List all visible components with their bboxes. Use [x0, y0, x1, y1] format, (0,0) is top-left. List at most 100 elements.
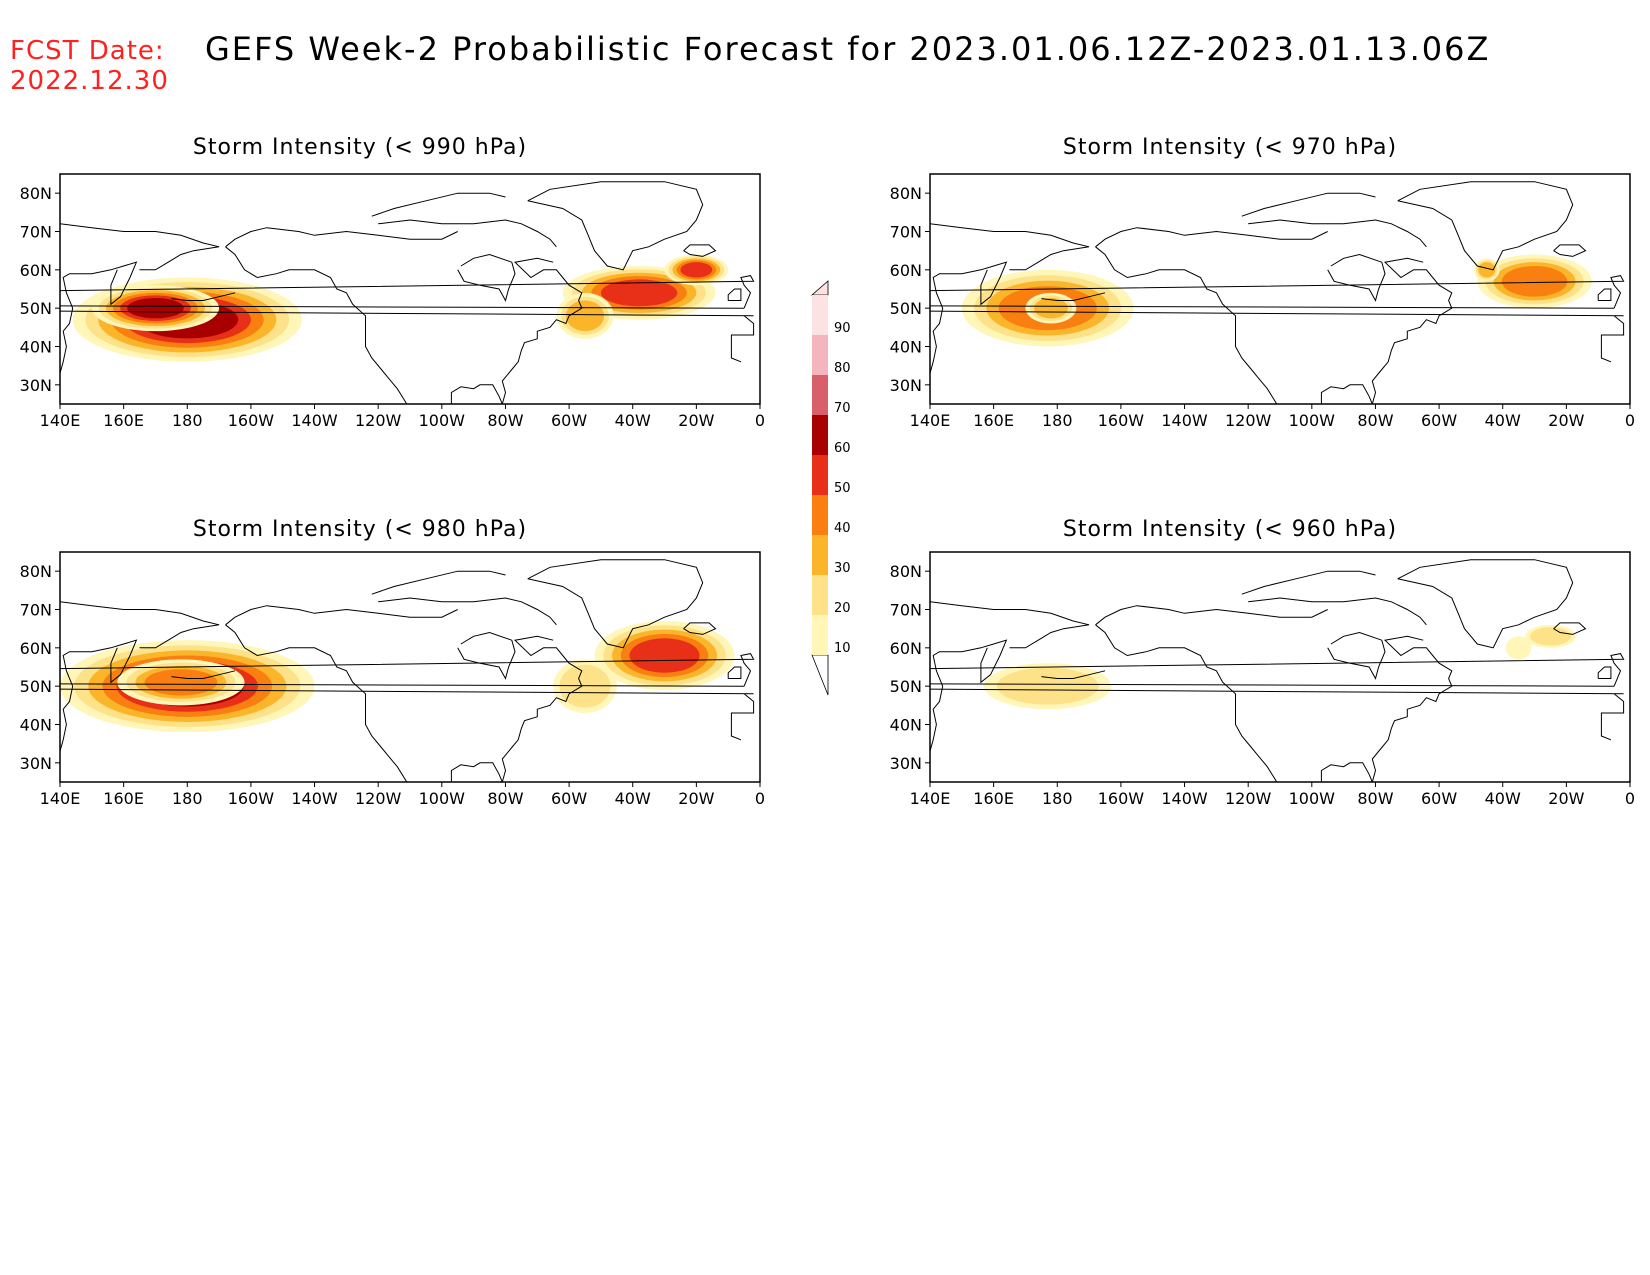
colorbar-swatch: [812, 495, 828, 535]
p960-frame: [929, 551, 1631, 783]
lat-tick-label: 40N: [20, 338, 52, 357]
lon-tick-label: 120W: [355, 789, 402, 808]
coastline: [727, 288, 742, 301]
coastline: [450, 762, 503, 782]
lat-tick-label: 70N: [890, 223, 922, 242]
coastline: [727, 666, 742, 679]
p970-prob-contour: [1046, 305, 1056, 311]
p990-title: Storm Intensity (< 990 hPa): [193, 135, 527, 160]
p970-panel: Storm Intensity (< 970 hPa) 140E 160E 180 16…: [501, 135, 1635, 430]
p960-prob-contour: [1545, 634, 1556, 639]
lat-tick-label: 60N: [20, 639, 52, 658]
coastline: [60, 223, 220, 271]
p980-panel: Storm Intensity (< 980 hPa) 140E 160E 180 16…: [20, 517, 765, 808]
coastline: [457, 253, 516, 302]
coastline: [1597, 288, 1612, 301]
p990-prob-contour: [580, 312, 590, 320]
coastline: [1320, 762, 1373, 782]
coastline: [527, 181, 704, 271]
p980-shading: [60, 621, 735, 733]
p970-title: Storm Intensity (< 970 hPa): [1063, 135, 1397, 160]
lon-tick-label: 160W: [1098, 789, 1145, 808]
lon-tick-label: 140E: [40, 411, 81, 430]
coastline: [457, 631, 516, 680]
coastline: [1397, 559, 1574, 649]
lat-tick-label: 30N: [890, 754, 922, 773]
lat-tick-label: 60N: [20, 261, 52, 280]
lon-tick-label: 60W: [551, 789, 587, 808]
coastline: [1327, 253, 1386, 302]
lat-tick-label: 80N: [20, 562, 52, 581]
p980-frame: [59, 551, 761, 783]
colorbar-swatch: [812, 295, 828, 335]
lon-tick-label: 140W: [291, 789, 338, 808]
p960-coastlines: [501, 559, 1625, 782]
lon-tick-label: 140W: [1161, 411, 1208, 430]
lon-tick-label: 140W: [291, 411, 338, 430]
colorbar-swatch: [812, 455, 828, 495]
coastline: [225, 246, 408, 404]
lon-tick-label: 160W: [228, 411, 275, 430]
p990-prob-contour: [148, 305, 163, 311]
coastline: [501, 232, 549, 263]
colorbar-label: 50: [834, 481, 851, 496]
colorbar-label: 20: [834, 601, 851, 616]
coastline: [930, 688, 1625, 741]
coastline: [930, 310, 1625, 363]
coastline: [225, 227, 458, 248]
fcst-label-text: FCST Date:: [10, 36, 165, 66]
colorbar-label: 70: [834, 401, 851, 416]
lon-tick-label: 0: [755, 789, 765, 808]
coastline: [683, 622, 717, 635]
coastline: [1095, 246, 1278, 404]
coastline: [1597, 666, 1612, 679]
colorbar-label: 10: [834, 641, 851, 656]
lon-tick-label: 160E: [103, 411, 144, 430]
coastline: [60, 653, 755, 687]
lon-tick-label: 40W: [615, 789, 651, 808]
lon-tick-label: 80W: [487, 411, 523, 430]
coastline: [930, 601, 1090, 649]
coastline: [225, 605, 458, 626]
coastline: [378, 597, 557, 626]
lon-tick-label: 20W: [1548, 411, 1584, 430]
lat-tick-label: 30N: [890, 376, 922, 395]
p990-prob-contour: [629, 289, 649, 297]
p970-shading: [961, 254, 1592, 347]
page-title: GEFS Week-2 Probabilistic Forecast for 2…: [205, 30, 1491, 68]
lat-tick-label: 40N: [890, 716, 922, 735]
coastline: [501, 610, 549, 641]
coastline: [683, 244, 717, 257]
lat-tick-label: 80N: [890, 562, 922, 581]
coastline: [60, 275, 755, 309]
lat-tick-label: 60N: [890, 261, 922, 280]
lat-tick-label: 70N: [20, 601, 52, 620]
lat-tick-label: 40N: [20, 716, 52, 735]
colorbar-label: 80: [834, 361, 851, 376]
lon-tick-label: 140W: [1161, 789, 1208, 808]
p990-frame: [59, 173, 761, 405]
lon-tick-label: 60W: [551, 411, 587, 430]
lon-tick-label: 100W: [419, 411, 466, 430]
colorbar-bottom-arrow: [811, 654, 829, 696]
colorbar-label: 30: [834, 561, 851, 576]
coastline: [501, 257, 583, 404]
coastline: [378, 219, 557, 248]
lon-tick-label: 180: [172, 789, 203, 808]
coastline: [1327, 631, 1386, 680]
lat-tick-label: 30N: [20, 754, 52, 773]
p980-coastlines: [60, 559, 755, 782]
colorbar-swatch: [812, 535, 828, 575]
lat-tick-label: 70N: [890, 601, 922, 620]
lat-tick-label: 50N: [890, 677, 922, 696]
lon-tick-label: 140E: [910, 789, 951, 808]
coastline: [1095, 227, 1328, 248]
p990-prob-contour: [692, 267, 701, 272]
coastline: [1371, 635, 1453, 782]
lon-tick-label: 20W: [1548, 789, 1584, 808]
colorbar-swatch: [812, 415, 828, 455]
lon-tick-label: 180: [172, 411, 203, 430]
lon-tick-label: 120W: [1225, 411, 1272, 430]
lat-tick-label: 80N: [20, 184, 52, 203]
lon-tick-label: 40W: [1485, 789, 1521, 808]
